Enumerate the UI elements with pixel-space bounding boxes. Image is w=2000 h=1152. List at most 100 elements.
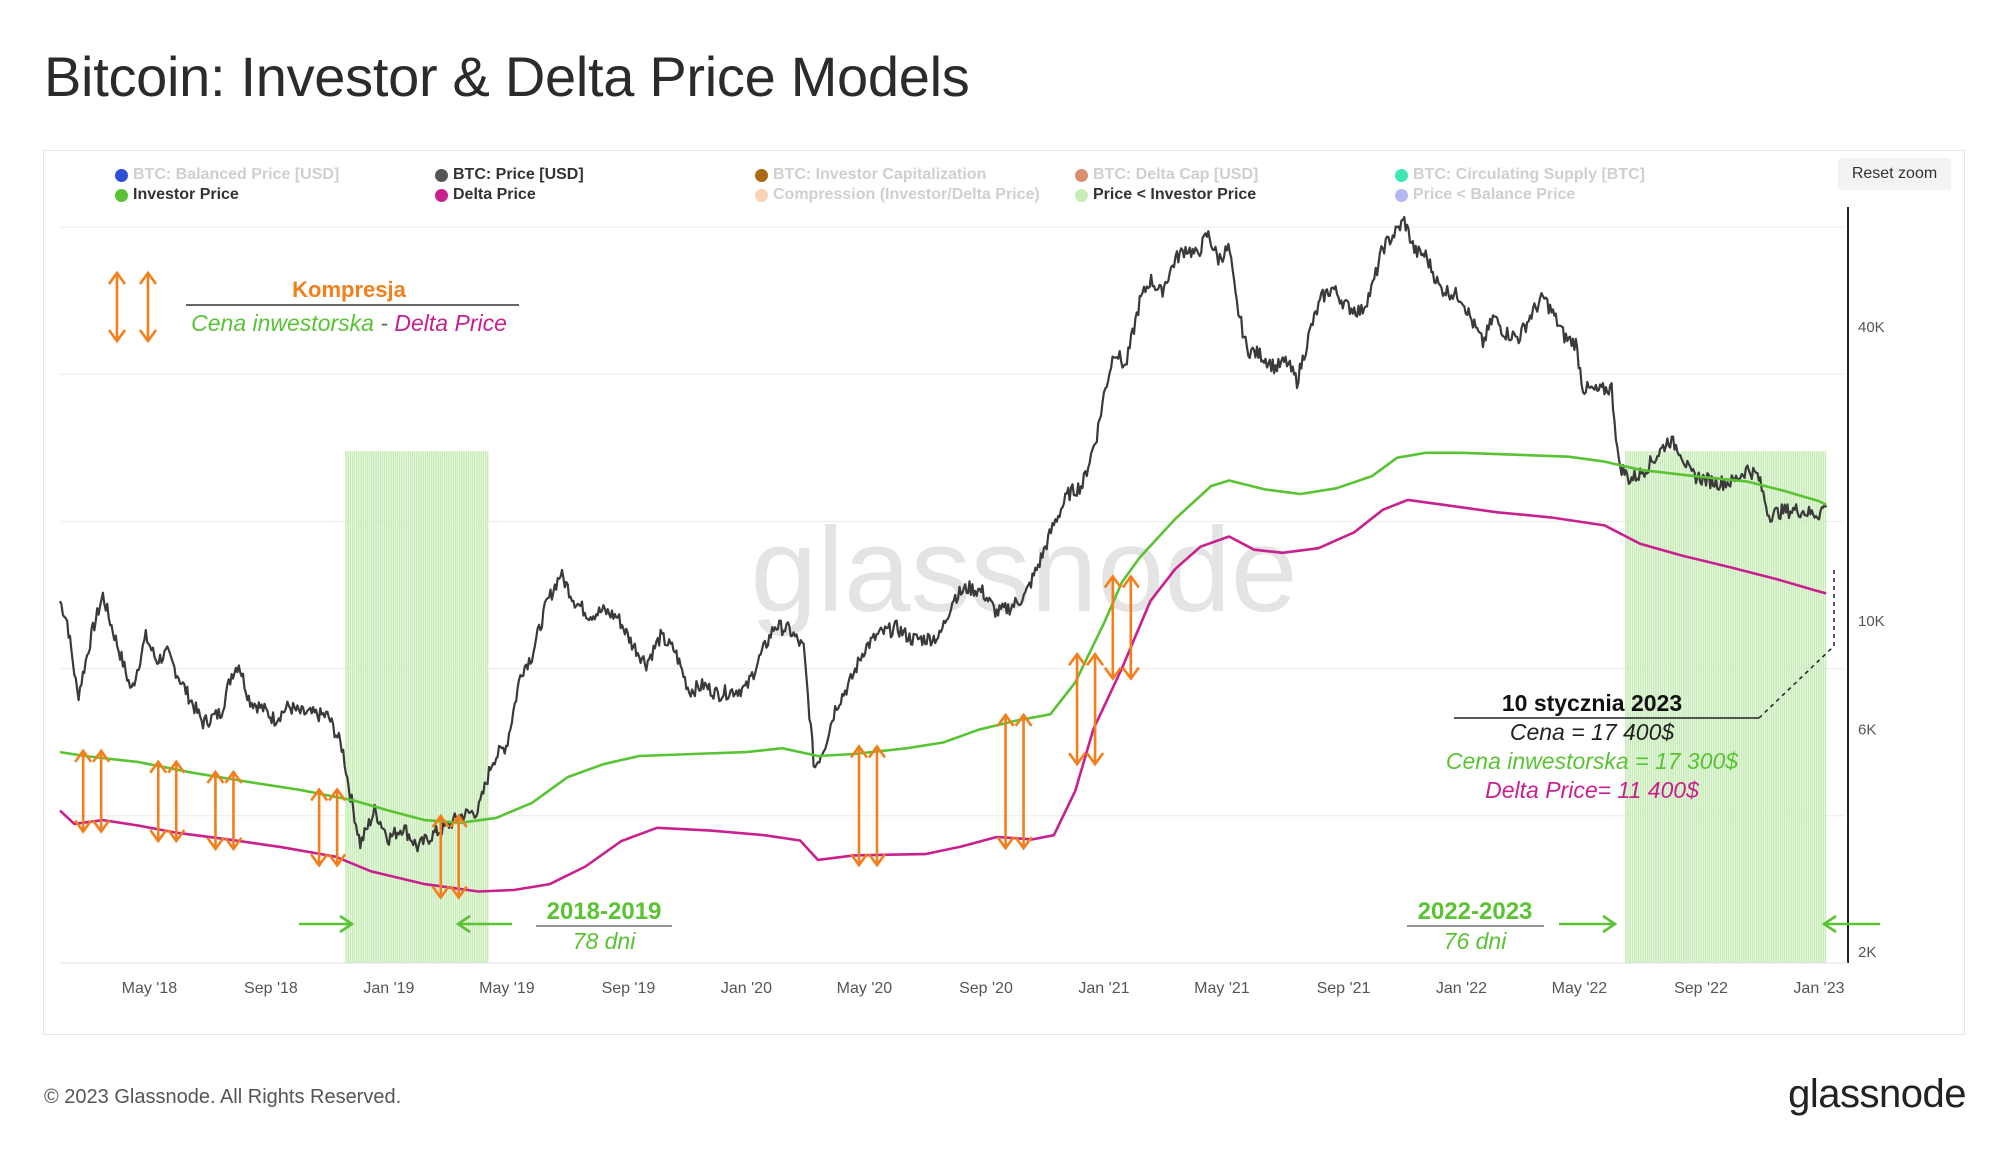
- compression-arrow-head: [449, 813, 468, 828]
- legend-marker: [1395, 188, 1408, 202]
- x-tick-label: Sep '18: [244, 980, 298, 997]
- delta-price-line: [59, 498, 1827, 893]
- legend-marker: [435, 188, 448, 202]
- compression-arrow-head: [74, 748, 93, 763]
- date-leader-line: [1758, 566, 1835, 719]
- x-tick-label: Jan '21: [1078, 980, 1129, 997]
- chart[interactable]: glassnode 2K 6K 10K 40K May '18 Sep '18 Jan '19…: [44, 151, 1964, 1034]
- y-tick-label: 6K: [1858, 722, 1876, 739]
- legend-arrow-head: [107, 329, 127, 344]
- x-tick-label: Jan '22: [1436, 980, 1487, 997]
- compression-arrow-head: [167, 829, 186, 844]
- legend-label: Price < Investor Price: [1093, 186, 1257, 203]
- compression-arrow-head: [449, 885, 468, 900]
- compression-arrow-head: [996, 836, 1015, 851]
- legend-marker: [1075, 188, 1088, 202]
- compression-arrow-head: [1014, 712, 1033, 727]
- x-tick-label: May '19: [479, 980, 535, 997]
- compression-arrow-head: [1121, 666, 1140, 681]
- compression-arrow-head: [92, 819, 111, 834]
- x-tick-label: Sep '20: [959, 980, 1013, 997]
- compression-arrow-head: [849, 744, 869, 759]
- legend-label: BTC: Price [USD]: [453, 166, 584, 183]
- legend-label: BTC: Investor Capitalization: [773, 166, 987, 183]
- compression-arrow-head: [149, 829, 168, 844]
- compression-arrow-head: [431, 885, 450, 900]
- compression-arrow-head: [1068, 651, 1087, 666]
- compression-arrow-head: [867, 853, 887, 868]
- compression-arrow-head: [310, 787, 329, 802]
- reset-zoom-button[interactable]: Reset zoom: [1838, 158, 1951, 190]
- compression-subtitle-part: Delta Price: [394, 310, 506, 336]
- y-tick-label: 10K: [1858, 613, 1885, 630]
- x-tick-label: Jan '19: [363, 980, 414, 997]
- chart-legend: BTC: Balanced Price [USD] BTC: Price [USD…: [115, 166, 1795, 210]
- legend-label: Delta Price: [453, 186, 536, 203]
- legend-marker: [1395, 168, 1408, 182]
- glassnode-logo[interactable]: glassnode: [1788, 1072, 1966, 1116]
- compression-arrow-head: [1014, 836, 1033, 851]
- compression-arrow-head: [1068, 752, 1087, 767]
- legend-marker: [435, 168, 448, 182]
- compression-arrow-head: [92, 748, 111, 763]
- legend-item[interactable]: Delta Price: [435, 186, 536, 204]
- period2-days: 76 dni: [1444, 928, 1508, 954]
- period-arrow-head: [1821, 914, 1837, 934]
- compression-arrow-head: [224, 837, 243, 852]
- legend-item[interactable]: Price < Balance Price: [1395, 186, 1575, 204]
- compression-arrow-head: [431, 813, 450, 828]
- legend-item[interactable]: Compression (Investor/Delta Price): [755, 186, 1040, 204]
- period-arrow-head: [455, 914, 471, 934]
- legend-marker: [115, 168, 128, 182]
- period1-label: 2018-2019: [547, 898, 662, 925]
- price-annotation: Cena = 17 400$: [1510, 719, 1676, 745]
- legend-item[interactable]: BTC: Delta Cap [USD]: [1075, 166, 1258, 184]
- legend-item[interactable]: Price < Investor Price: [1075, 186, 1256, 204]
- legend-arrow-head: [138, 329, 158, 344]
- btc-price-line: [59, 215, 1828, 853]
- compression-arrow-head: [996, 712, 1015, 727]
- compression-arrow-head: [224, 769, 243, 784]
- compression-arrow-head: [206, 769, 225, 784]
- x-tick-label: May '21: [1194, 980, 1250, 997]
- legend-label: BTC: Balanced Price [USD]: [133, 166, 340, 183]
- date-title: 10 stycznia 2023: [1502, 690, 1682, 716]
- x-tick-label: Sep '21: [1317, 980, 1371, 997]
- legend-item[interactable]: BTC: Price [USD]: [435, 166, 584, 184]
- legend-item[interactable]: Investor Price: [115, 186, 239, 204]
- legend-label: Compression (Investor/Delta Price): [773, 186, 1040, 203]
- legend-item[interactable]: BTC: Investor Capitalization: [755, 166, 986, 184]
- legend-marker: [115, 188, 128, 202]
- delta-annotation: Delta Price= 11 400$: [1485, 777, 1700, 803]
- x-tick-label: May '22: [1552, 980, 1608, 997]
- compression-arrow-head: [1086, 752, 1105, 767]
- legend-arrow-head: [138, 270, 158, 285]
- chart-frame: glassnode 2K 6K 10K 40K May '18 Sep '18 Jan '19…: [43, 150, 1965, 1035]
- compression-arrow-head: [149, 759, 168, 774]
- compression-arrow-head: [167, 759, 186, 774]
- compression-subtitle-part: -: [374, 310, 394, 336]
- legend-label: Price < Balance Price: [1413, 186, 1576, 203]
- legend-item[interactable]: BTC: Circulating Supply [BTC]: [1395, 166, 1645, 184]
- compression-arrow-head: [1103, 574, 1122, 589]
- investor-price-line: [59, 451, 1827, 825]
- compression-arrow-head: [74, 819, 93, 834]
- page-title: Bitcoin: Investor & Delta Price Models: [44, 45, 970, 108]
- legend-arrow-head: [107, 270, 127, 285]
- compression-arrow-head: [1086, 651, 1105, 666]
- legend-item[interactable]: BTC: Balanced Price [USD]: [115, 166, 339, 184]
- legend-label: BTC: Delta Cap [USD]: [1093, 166, 1259, 183]
- x-tick-label: May '20: [837, 980, 893, 997]
- compression-arrow-head: [206, 837, 225, 852]
- y-tick-label: 40K: [1858, 319, 1885, 336]
- compression-arrow-head: [328, 787, 347, 802]
- legend-marker: [1075, 168, 1088, 182]
- period1-days: 78 dni: [573, 928, 637, 954]
- period-arrow-head: [1602, 914, 1618, 934]
- x-tick-label: Jan '20: [721, 980, 772, 997]
- legend-marker: [755, 188, 768, 202]
- x-tick-label: Jan '23: [1793, 980, 1844, 997]
- legend-marker: [755, 168, 768, 182]
- compression-arrow-head: [1103, 666, 1122, 681]
- compression-title: Kompresja: [292, 277, 406, 302]
